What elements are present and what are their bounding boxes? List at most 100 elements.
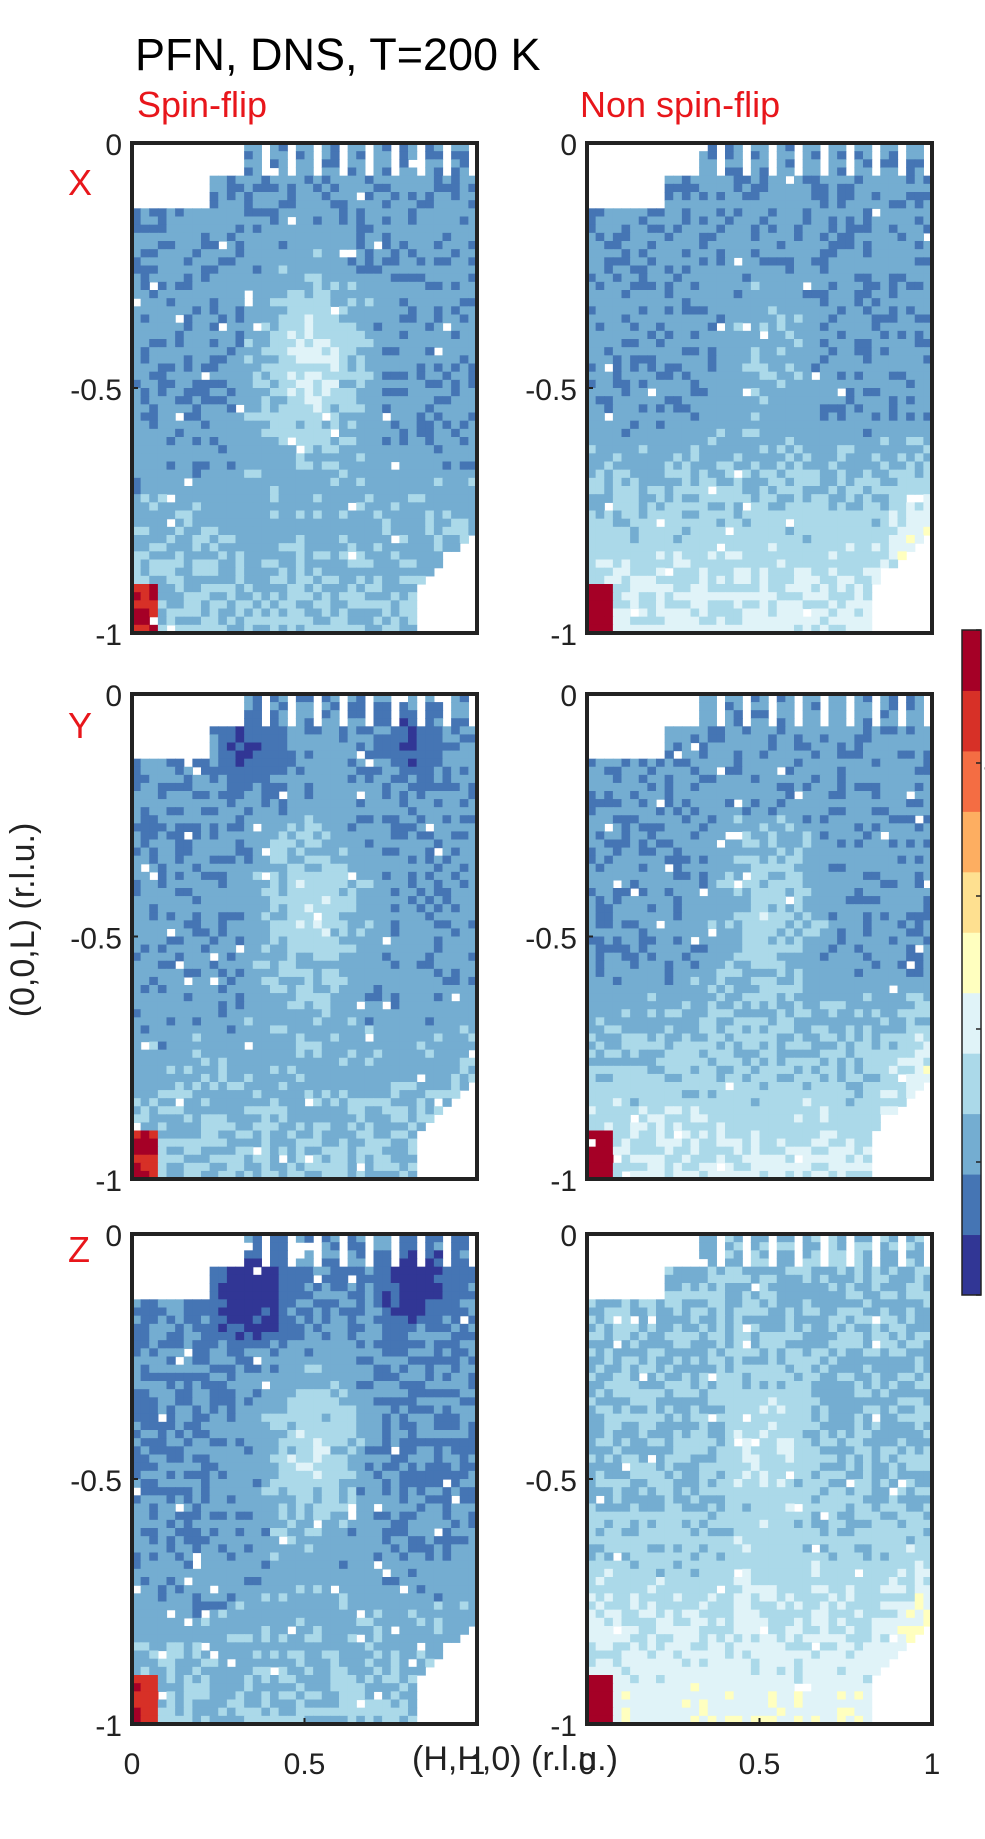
heatmap-cell (638, 437, 648, 446)
heatmap-cell (699, 461, 709, 471)
heatmap-cell (347, 543, 357, 552)
heatmap-cell (132, 388, 142, 397)
heatmap-cell (681, 535, 692, 544)
heatmap-cell (287, 453, 297, 463)
heatmap-cell (785, 420, 795, 430)
heatmap-cell (347, 396, 357, 405)
heatmap-cell (166, 249, 176, 258)
heatmap-cell (235, 559, 245, 569)
heatmap-cell (149, 799, 159, 808)
heatmap-cell (373, 404, 383, 414)
heatmap-cell (382, 216, 392, 226)
y-axis-label: (0,0,L) (r.l.u.) (4, 823, 42, 1018)
heatmap-cell (149, 420, 159, 430)
heatmap-cell (664, 257, 674, 267)
heatmap-cell (768, 624, 778, 634)
heatmap-cell (270, 774, 280, 784)
heatmap-cell (364, 734, 375, 744)
heatmap-cell (647, 453, 657, 463)
heatmap-cell (373, 428, 383, 438)
heatmap-cell (218, 347, 228, 356)
heatmap-cell (382, 575, 392, 585)
heatmap-cell (347, 742, 357, 752)
heatmap-cell (304, 526, 314, 536)
heatmap-cell (157, 486, 168, 495)
heatmap-cell (664, 518, 674, 528)
heatmap-cell (664, 535, 674, 544)
heatmap-cell (278, 823, 288, 833)
heatmap-cell (183, 461, 193, 471)
heatmap-cell (871, 486, 881, 495)
heatmap-cell (595, 543, 605, 552)
heatmap-cell (408, 750, 418, 760)
heatmap-cell (595, 575, 605, 585)
heatmap-cell (270, 766, 280, 776)
heatmap-cell (356, 766, 366, 776)
heatmap-cell (612, 371, 623, 381)
heatmap-cell (888, 502, 899, 512)
heatmap-cell (433, 831, 444, 841)
heatmap-cell (433, 330, 444, 340)
heatmap-cell (673, 428, 683, 438)
heatmap-cell (785, 306, 795, 316)
heatmap-cell (270, 249, 280, 258)
heatmap-cell (906, 420, 916, 430)
heatmap-cell (347, 726, 357, 736)
heatmap-cell (157, 379, 168, 389)
heatmap-cell (261, 445, 271, 454)
heatmap-cell (759, 257, 769, 267)
heatmap-cell (759, 208, 769, 218)
heatmap-cell (802, 494, 812, 503)
heatmap-cell (192, 839, 202, 849)
heatmap-cell (330, 273, 340, 283)
heatmap-cell (166, 241, 176, 250)
heatmap-cell (468, 249, 478, 258)
heatmap-cell (321, 551, 331, 561)
heatmap-cell (776, 273, 786, 283)
heatmap-cell (595, 461, 605, 471)
heatmap-cell (244, 815, 254, 824)
heatmap-cell (244, 249, 254, 258)
heatmap-cell (295, 298, 306, 307)
heatmap-cell (382, 461, 392, 471)
heatmap-cell (612, 216, 623, 226)
heatmap-cell (794, 608, 804, 618)
heatmap-cell (595, 265, 605, 275)
heatmap-cell (244, 726, 254, 736)
heatmap-cell (742, 208, 752, 218)
heatmap-cell (382, 494, 392, 503)
heatmap-cell (235, 208, 245, 218)
heatmap-cell (304, 815, 314, 824)
heatmap-cell (226, 183, 237, 193)
heatmap-cell (408, 265, 418, 275)
heatmap-cell (175, 208, 185, 218)
column-title-non-spin-flip: Non spin-flip (580, 84, 780, 125)
heatmap-cell (201, 791, 211, 800)
heatmap-cell (837, 265, 847, 275)
heatmap-cell (459, 831, 469, 841)
heatmap-cell (459, 290, 469, 299)
heatmap-cell (785, 265, 795, 275)
heatmap-cell (356, 306, 366, 316)
heatmap-cell (459, 159, 469, 169)
heatmap-cell (725, 575, 735, 585)
heatmap-cell (690, 183, 700, 193)
heatmap-cell (897, 200, 907, 209)
heatmap-cell (192, 526, 202, 536)
heatmap-cell (828, 249, 838, 258)
heatmap-cell (261, 518, 271, 528)
heatmap-cell (278, 388, 288, 397)
heatmap-cell (897, 257, 907, 267)
heatmap-cell (295, 224, 306, 234)
heatmap-cell (330, 791, 340, 800)
heatmap-cell (811, 200, 821, 209)
heatmap-cell (425, 815, 435, 824)
heatmap-cell (451, 183, 461, 193)
heatmap-cell (382, 330, 392, 340)
heatmap-cell (364, 782, 375, 792)
heatmap-cell (612, 265, 623, 275)
heatmap-cell (132, 526, 142, 536)
heatmap-cell (681, 624, 692, 634)
heatmap-cell (673, 183, 683, 193)
heatmap-cell (828, 265, 838, 275)
